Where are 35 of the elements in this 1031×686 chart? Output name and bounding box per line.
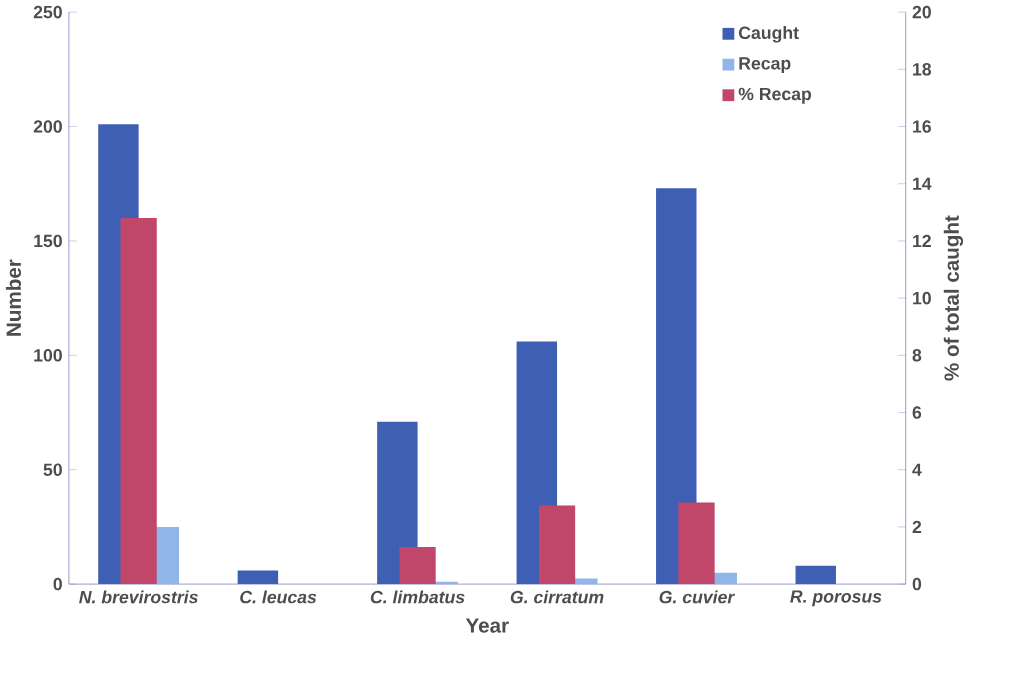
bar <box>656 188 697 585</box>
bar <box>678 502 715 585</box>
y2-tick-label: 8 <box>912 349 922 362</box>
bar <box>795 565 836 585</box>
legend-label: % Recap <box>738 87 812 104</box>
x-axis-title: Year <box>465 618 509 633</box>
y-axis-title: Number <box>5 259 22 336</box>
y-tick-label: 250 <box>33 5 62 19</box>
y2-tick-label: 0 <box>912 577 922 591</box>
bar <box>237 570 279 585</box>
y-tick-label: 0 <box>53 577 62 591</box>
y2-tick-label: 12 <box>913 234 931 248</box>
y2-tick-label: 16 <box>913 120 931 133</box>
y2-tick-label: 2 <box>912 520 922 534</box>
y2-tick-label: 4 <box>912 463 922 476</box>
y-tick-label: 100 <box>34 349 62 362</box>
y2-tick-label: 6 <box>912 406 922 419</box>
x-tick-label: G. cuvier <box>659 590 736 604</box>
x-tick-label: C. limbatus <box>370 590 465 604</box>
y2-tick-label: 10 <box>913 291 931 305</box>
bar <box>399 546 436 585</box>
x-tick-label: N. brevirostris <box>79 590 198 604</box>
y2-tick-label: 18 <box>913 63 932 76</box>
bar <box>538 505 576 585</box>
y2-tick-label: 14 <box>913 177 932 190</box>
y2-axis-title: % of total caught <box>943 215 964 381</box>
y-tick-label: 50 <box>43 463 62 477</box>
y-tick-label: 200 <box>33 120 62 133</box>
y-tick-label: 150 <box>34 234 62 248</box>
x-tick-label: G. cirratum <box>510 590 604 604</box>
x-tick-label: C. leucas <box>240 590 317 604</box>
legend-label: Recap <box>739 57 791 74</box>
x-tick-label: R. porosus <box>790 590 882 607</box>
legend-label: Caught <box>738 26 799 43</box>
y2-tick-label: 20 <box>912 5 931 19</box>
